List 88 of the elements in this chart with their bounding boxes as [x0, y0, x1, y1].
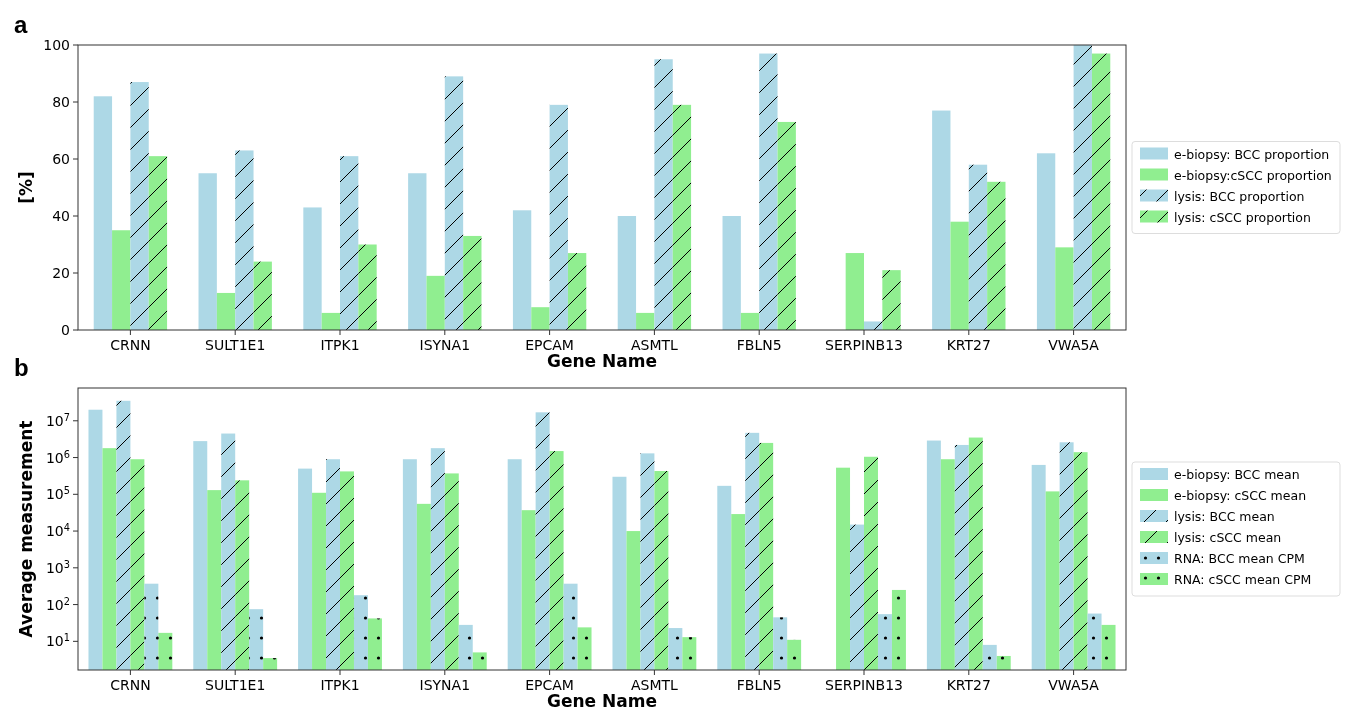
y-tick-label: 10$^{7}$: [45, 411, 70, 429]
y-tick-label: 10$^{6}$: [45, 448, 70, 466]
bar: [426, 275, 445, 330]
bar: [672, 104, 692, 330]
bar: [617, 216, 637, 330]
x-tick-label: SERPINB13: [825, 677, 903, 693]
bar: [567, 253, 587, 330]
x-tick-label: ASMTL: [630, 677, 679, 693]
x-tick-label: ASMTL: [630, 337, 679, 353]
x-tick-label: ITPK1: [320, 337, 360, 353]
x-tick-label: EPCAM: [525, 677, 574, 693]
legend-label: e-biopsy: BCC proportion: [1174, 146, 1330, 162]
x-tick-label: CRNN: [110, 337, 151, 353]
x-tick-label: SULT1E1: [205, 677, 266, 693]
bar: [216, 292, 236, 330]
bar: [1055, 247, 1074, 330]
bar: [882, 270, 901, 330]
bar: [444, 76, 464, 330]
bar: [463, 235, 482, 330]
bar: [1073, 45, 1092, 330]
bar: [549, 104, 568, 330]
bar: [968, 164, 988, 330]
x-tick-label: EPCAM: [525, 337, 574, 353]
y-tick-label: 10$^{3}$: [45, 558, 70, 576]
y-tick-label: 60: [52, 151, 70, 167]
y-tick-label: 100: [43, 37, 70, 53]
y-tick-label: 10$^{2}$: [45, 595, 70, 613]
bar: [358, 244, 377, 330]
bar: [253, 261, 272, 330]
x-axis-title: Gene Name: [547, 691, 657, 711]
bar: [112, 230, 131, 330]
x-tick-label: FBLN5: [736, 677, 782, 693]
bar: [950, 221, 969, 330]
legend-label: lysis: cSCC mean: [1174, 530, 1282, 545]
bar: [987, 181, 1006, 330]
y-axis-title: Average measurement: [16, 420, 36, 638]
y-axis-title: [%]: [16, 171, 36, 204]
x-tick-label: KRT27: [946, 337, 991, 353]
y-tick-label: 10$^{1}$: [45, 631, 70, 650]
legend-label: RNA: BCC mean CPM: [1174, 551, 1305, 566]
bar: [93, 96, 113, 330]
bar: [303, 207, 322, 330]
x-axis-title: Gene Name: [547, 351, 657, 371]
bar: [198, 173, 217, 330]
bar: [340, 156, 359, 330]
bar: [512, 210, 532, 330]
bar: [722, 216, 741, 330]
bar: [654, 59, 673, 330]
y-tick-label: 10$^{5}$: [45, 484, 70, 503]
bar: [864, 321, 883, 330]
bar: [531, 307, 550, 330]
chart-title: a: [14, 11, 28, 38]
legend-label: e-biopsy:cSCC proportion: [1174, 167, 1332, 183]
bar: [235, 150, 254, 330]
bar: [408, 173, 427, 330]
legend-label: lysis: BCC mean: [1174, 509, 1275, 524]
x-tick-label: ISYNA1: [419, 337, 471, 353]
bar: [740, 312, 760, 330]
bar: [636, 312, 655, 330]
legend-label: e-biopsy: cSCC mean: [1174, 488, 1307, 503]
legend-label: e-biopsy: BCC mean: [1174, 467, 1300, 482]
y-tick-label: 20: [52, 265, 70, 281]
bar: [148, 156, 168, 330]
x-tick-label: SERPINB13: [825, 337, 903, 353]
x-tick-label: VWA5A: [1048, 677, 1100, 693]
bar: [932, 110, 951, 330]
bar: [845, 253, 864, 330]
x-tick-label: CRNN: [110, 677, 151, 693]
x-tick-label: FBLN5: [736, 337, 782, 353]
x-tick-label: ISYNA1: [419, 677, 471, 693]
legend-label: lysis: cSCC proportion: [1174, 209, 1311, 225]
bar: [321, 312, 340, 330]
y-tick-label: 80: [52, 94, 70, 110]
bar: [130, 82, 149, 330]
x-tick-label: ITPK1: [320, 677, 360, 693]
bar: [1036, 153, 1056, 330]
y-tick-label: 40: [52, 208, 70, 224]
legend-label: RNA: cSCC mean CPM: [1174, 572, 1312, 587]
legend-label: lysis: BCC proportion: [1174, 188, 1305, 204]
chart-title: b: [14, 354, 29, 381]
bar: [777, 121, 796, 330]
bar: [1091, 53, 1111, 330]
y-tick-label: 0: [61, 322, 70, 338]
x-tick-label: KRT27: [946, 677, 991, 693]
x-tick-label: SULT1E1: [205, 337, 266, 353]
x-tick-label: VWA5A: [1048, 337, 1100, 353]
bar: [759, 53, 778, 330]
y-tick-label: 10$^{4}$: [45, 521, 70, 540]
